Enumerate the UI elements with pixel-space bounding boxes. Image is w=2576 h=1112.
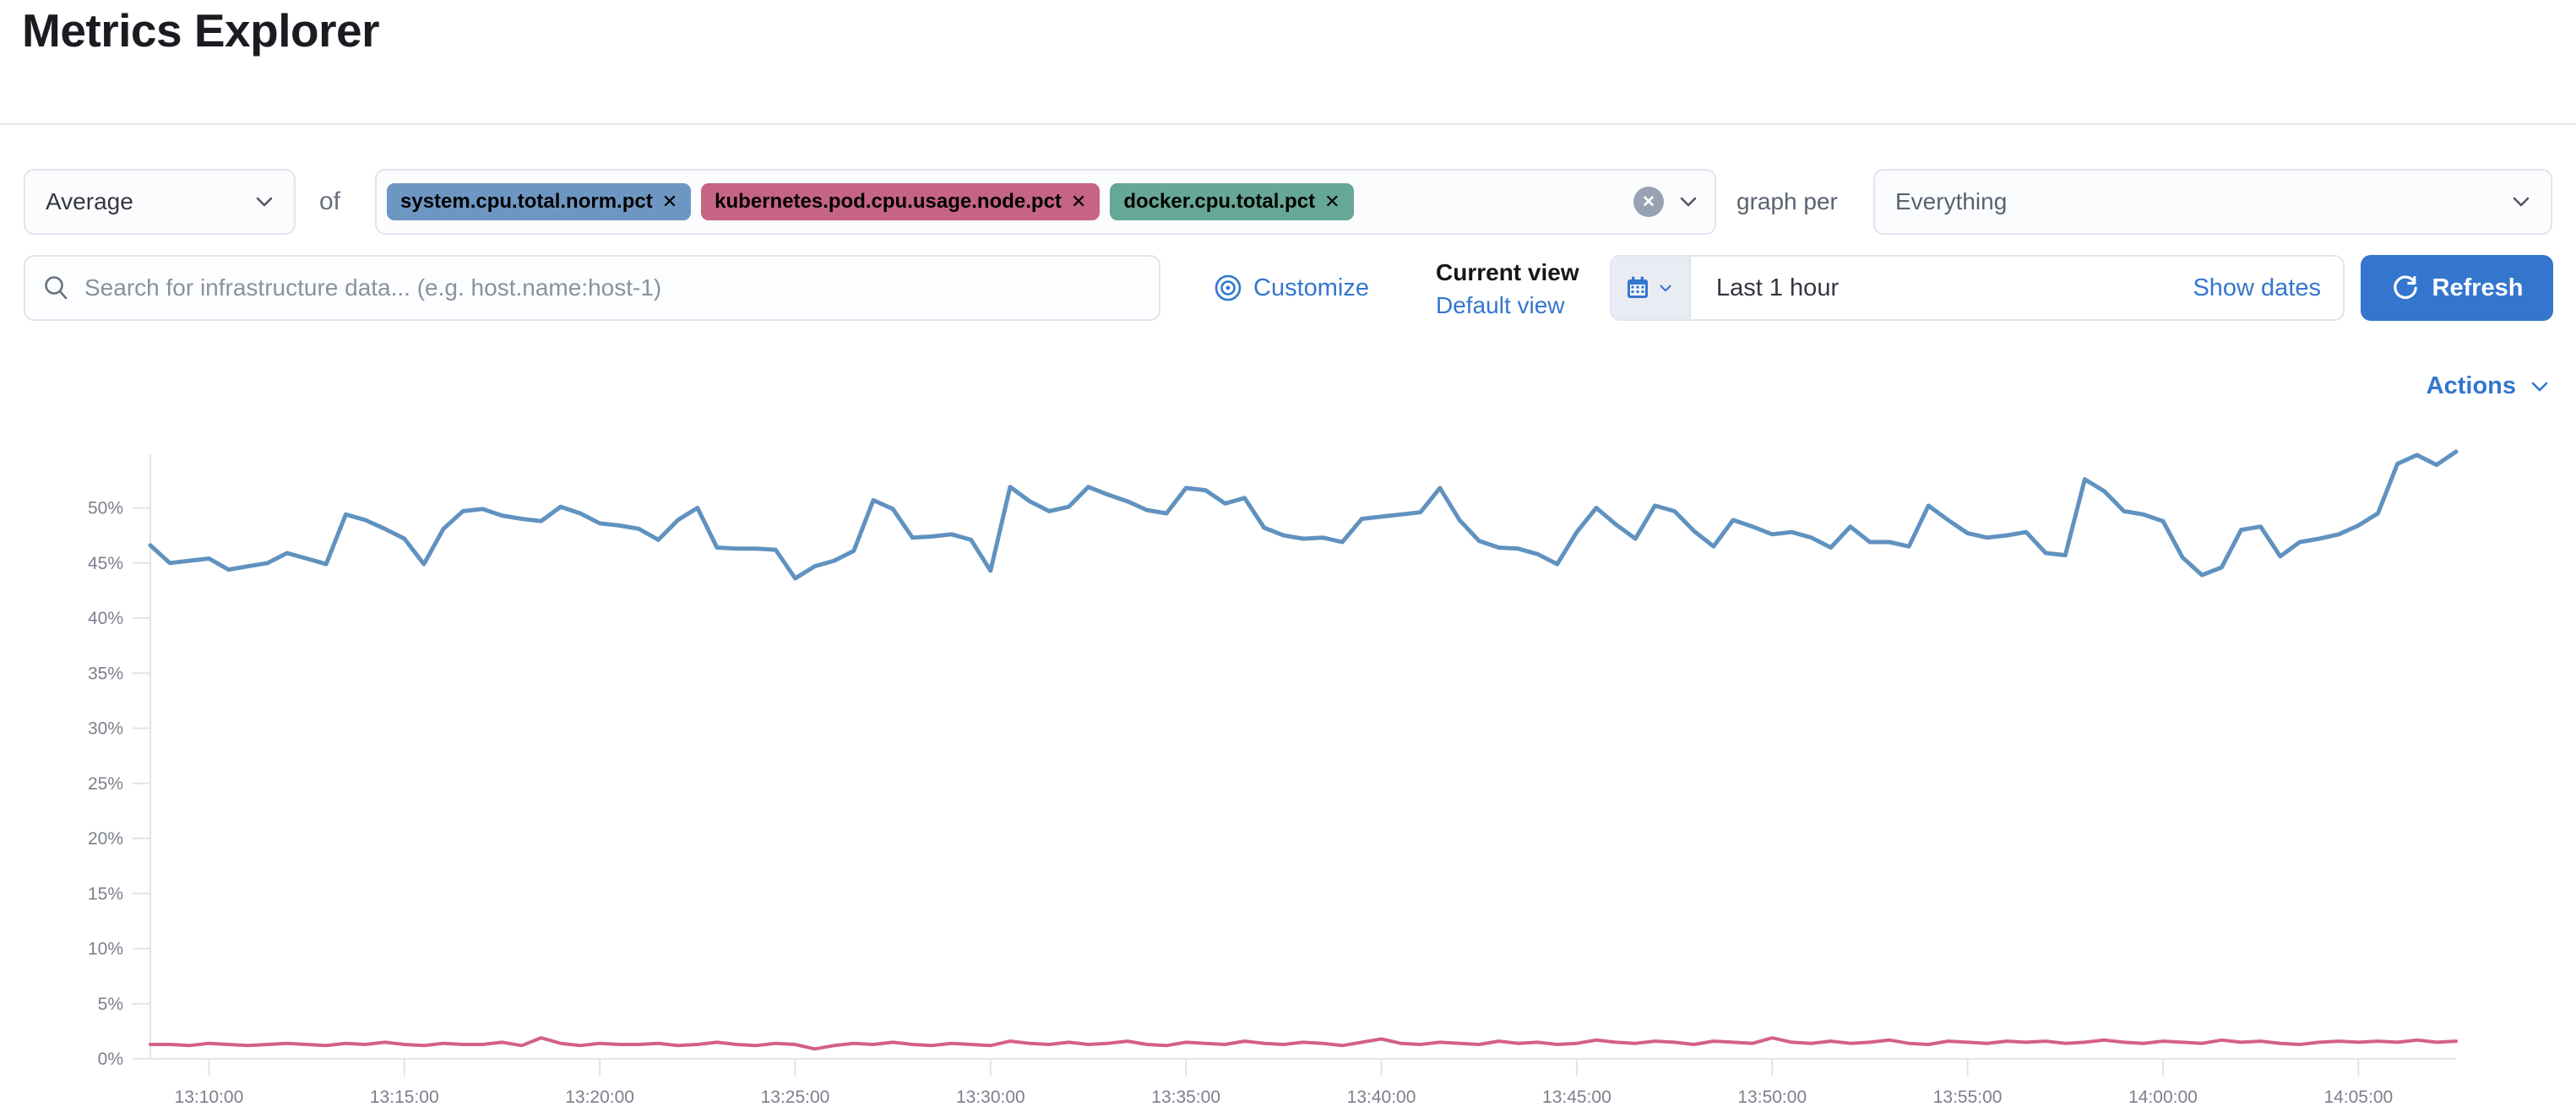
x-tick-label: 14:00:00 <box>2128 1088 2198 1107</box>
y-tick-label: 30% <box>88 719 123 739</box>
y-tick-label: 0% <box>98 1050 123 1069</box>
x-tick-label: 14:05:00 <box>2323 1088 2393 1107</box>
x-tick-label: 13:30:00 <box>956 1088 1025 1107</box>
of-label: of <box>319 187 341 215</box>
x-tick-label: 13:35:00 <box>1151 1088 1220 1107</box>
chevron-down-icon <box>1660 285 1671 292</box>
y-tick-label: 20% <box>88 829 123 849</box>
search-icon <box>45 276 68 300</box>
metric-pill-label: docker.cpu.total.pct <box>1123 190 1316 213</box>
chevron-down-icon[interactable] <box>1676 189 1701 214</box>
actions-menu-button[interactable]: Actions <box>2427 372 2552 400</box>
y-tick-label: 35% <box>88 664 123 683</box>
group-by-select[interactable]: Everything <box>1873 169 2552 235</box>
default-view-link[interactable]: Default view <box>1436 292 1565 318</box>
y-tick-label: 10% <box>88 940 123 959</box>
aggregation-select[interactable]: Average <box>24 169 296 235</box>
metric-pill[interactable]: system.cpu.total.norm.pct ✕ <box>387 183 692 220</box>
time-quick-select-button[interactable] <box>1611 257 1691 319</box>
y-tick-label: 25% <box>88 774 123 794</box>
eye-icon <box>1215 274 1242 301</box>
refresh-button[interactable]: Refresh <box>2361 255 2553 321</box>
refresh-icon <box>2393 275 2417 300</box>
chevron-down-icon <box>256 197 273 207</box>
date-picker: Last 1 hour Show dates <box>1610 255 2345 321</box>
current-view-label: Current view <box>1436 259 1579 285</box>
metric-pill-label: system.cpu.total.norm.pct <box>400 190 653 213</box>
chart-line-series-1 <box>148 449 2459 581</box>
chevron-down-icon <box>2531 382 2548 391</box>
metric-pill[interactable]: kubernetes.pod.cpu.usage.node.pct ✕ <box>701 183 1101 220</box>
metric-pill-list: system.cpu.total.norm.pct ✕ kubernetes.pod… <box>387 183 1354 220</box>
calendar-icon <box>1628 276 1648 298</box>
clear-selection-button[interactable]: ✕ <box>1633 187 1664 217</box>
y-tick-label: 5% <box>98 995 123 1014</box>
x-tick-label: 13:10:00 <box>175 1088 244 1107</box>
x-tick-label: 13:55:00 <box>1933 1088 2003 1107</box>
y-tick-label: 15% <box>88 884 123 903</box>
x-tick-label: 13:25:00 <box>761 1088 830 1107</box>
view-switcher: Current view Default view <box>1436 258 1579 321</box>
search-box <box>24 255 1160 321</box>
time-range-value[interactable]: Last 1 hour <box>1716 274 1840 301</box>
x-tick-label: 13:50:00 <box>1737 1088 1807 1107</box>
graph-per-label: graph per <box>1736 188 1838 214</box>
chart-line-series-2 <box>149 1036 2458 1051</box>
metric-pill-label: kubernetes.pod.cpu.usage.node.pct <box>715 190 1062 213</box>
x-tick-label: 13:40:00 <box>1347 1088 1416 1107</box>
search-input[interactable] <box>84 258 1142 317</box>
metrics-chart-canvas[interactable]: 0% 5% 10% 15% 20% 25% 30% 35% 40% 45% 50% 13:10:00 1… <box>0 439 2576 1108</box>
refresh-label: Refresh <box>2432 274 2524 301</box>
aggregation-value: Average <box>46 188 133 214</box>
metrics-combobox[interactable]: system.cpu.total.norm.pct ✕ kubernetes.pod… <box>375 169 1716 235</box>
remove-metric-icon[interactable]: ✕ <box>1324 191 1340 212</box>
customize-button[interactable]: Customize <box>1214 255 1369 321</box>
page-title: Metrics Explorer <box>22 4 380 57</box>
group-by-value: Everything <box>1895 188 2008 214</box>
chevron-down-icon <box>2513 197 2530 207</box>
remove-metric-icon[interactable]: ✕ <box>661 191 678 212</box>
customize-label: Customize <box>1253 274 1369 301</box>
x-tick-label: 13:20:00 <box>565 1088 634 1107</box>
metric-pill[interactable]: docker.cpu.total.pct ✕ <box>1110 183 1354 220</box>
remove-metric-icon[interactable]: ✕ <box>1070 191 1087 212</box>
metrics-chart[interactable]: 0% 5% 10% 15% 20% 25% 30% 35% 40% 45% 50% 13:10:00 1… <box>0 439 2576 1108</box>
actions-label: Actions <box>2426 372 2516 399</box>
show-dates-link[interactable]: Show dates <box>2193 274 2321 301</box>
x-tick-label: 13:15:00 <box>370 1088 439 1107</box>
header-divider <box>0 123 2576 125</box>
y-tick-label: 40% <box>88 609 123 628</box>
y-tick-label: 50% <box>88 499 123 518</box>
y-tick-label: 45% <box>88 554 123 573</box>
x-tick-label: 13:45:00 <box>1542 1088 1611 1107</box>
